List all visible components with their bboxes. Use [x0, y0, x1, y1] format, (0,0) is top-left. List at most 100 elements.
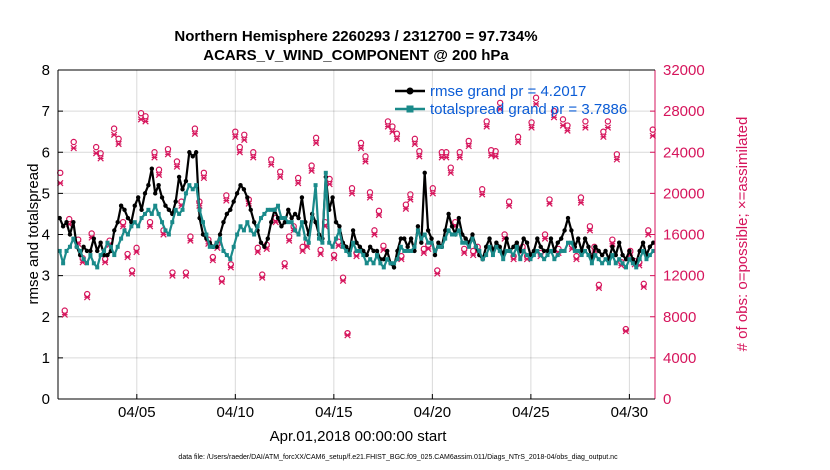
totalspread-point — [102, 248, 107, 253]
obs-assimilated-point — [416, 153, 423, 160]
rmse-point — [521, 236, 526, 241]
y-right-tick-label: 4000 — [663, 350, 696, 367]
totalspread-point — [139, 216, 144, 221]
obs-possible-point — [416, 148, 423, 155]
obs-assimilated-point — [110, 131, 118, 138]
obs-assimilated-point — [429, 190, 437, 197]
plot-area — [58, 70, 655, 399]
totalspread-point — [91, 261, 96, 266]
obs-assimilated-point — [223, 197, 230, 204]
rmse-point — [548, 236, 554, 241]
obs-possible-point — [380, 242, 387, 250]
y-left-tick-label: 1 — [42, 350, 50, 367]
rmse-point — [282, 219, 288, 225]
totalspread-point — [108, 244, 113, 249]
rmse-point — [623, 256, 629, 262]
totalspread-point — [156, 211, 161, 216]
rmse-point — [118, 203, 124, 208]
totalspread-point — [170, 220, 175, 225]
x-tick-label: 04/10 — [217, 404, 255, 421]
obs-assimilated-point — [550, 114, 558, 121]
rmse-point — [313, 219, 318, 225]
rmse-point — [139, 207, 144, 213]
rmse-point — [357, 244, 363, 250]
obs-assimilated-point — [209, 256, 217, 264]
x-tick-label: 04/15 — [315, 404, 353, 421]
obs-possible-point — [465, 137, 472, 145]
rmse-point — [67, 232, 73, 237]
obs-assimilated-point — [133, 248, 140, 256]
totalspread-point — [627, 257, 632, 262]
totalspread-point — [381, 265, 386, 270]
totalspread-point — [463, 240, 468, 245]
obs-assimilated-point — [308, 167, 315, 174]
totalspread-point — [572, 248, 577, 253]
totalspread-point — [67, 244, 72, 249]
obs-possible-point — [191, 125, 199, 132]
obs-assimilated-point — [362, 158, 369, 165]
rmse-point — [224, 211, 230, 217]
obs-assimilated-point — [371, 231, 378, 238]
totalspread-point — [252, 232, 257, 237]
totalspread-point — [98, 253, 103, 258]
obs-possible-point — [155, 166, 163, 173]
obs-possible-point — [151, 149, 158, 156]
rmse-point — [463, 236, 468, 241]
totalspread-point — [296, 232, 301, 237]
rmse-point — [156, 182, 161, 188]
rmse-point — [95, 248, 100, 254]
totalspread-point — [596, 257, 601, 262]
obs-assimilated-point — [600, 133, 607, 141]
obs-possible-point — [250, 149, 257, 156]
obs-possible-point — [429, 185, 437, 192]
totalspread-point — [603, 257, 608, 262]
y-right-tick-label: 12000 — [663, 268, 705, 285]
obs-possible-point — [200, 169, 208, 177]
totalspread-point — [173, 207, 178, 212]
rmse-point — [391, 265, 397, 270]
rmse-point — [289, 215, 294, 221]
rmse-point — [221, 219, 226, 225]
totalspread-point — [508, 248, 513, 253]
rmse-point — [541, 248, 547, 254]
totalspread-point — [620, 261, 625, 266]
totalspread-point — [347, 253, 352, 258]
obs-assimilated-point — [492, 153, 499, 160]
rmse-point — [146, 182, 151, 188]
totalspread-point — [265, 207, 270, 212]
totalspread-point — [579, 253, 584, 258]
obs-assimilated-point — [645, 231, 652, 238]
rmse-point — [279, 224, 284, 229]
obs-assimilated-point — [169, 272, 176, 279]
obs-assimilated-point — [402, 205, 410, 213]
totalspread-point — [422, 232, 427, 237]
totalspread-point — [282, 216, 287, 221]
totalspread-point — [112, 253, 117, 258]
y-right-tick-label: 24000 — [663, 144, 705, 161]
obs-possible-point — [223, 192, 230, 199]
rmse-point — [374, 248, 380, 254]
obs-assimilated-point — [187, 237, 194, 244]
rmse-point — [576, 236, 581, 241]
obs-assimilated-point — [317, 250, 324, 258]
obs-assimilated-point — [595, 284, 603, 292]
totalspread-point — [279, 216, 284, 221]
rmse-point — [262, 244, 267, 250]
rmse-point — [241, 187, 247, 192]
obs-possible-point — [348, 185, 356, 192]
obs-assimilated-point — [164, 151, 172, 158]
rmse-point — [200, 232, 206, 237]
obs-possible-point — [115, 135, 122, 143]
rmse-point — [367, 244, 373, 250]
obs-assimilated-point — [281, 263, 288, 270]
obs-assimilated-point — [586, 227, 594, 234]
rmse-point — [603, 248, 608, 254]
totalspread-point — [354, 248, 359, 253]
totalspread-point — [432, 248, 437, 253]
totalspread-point — [548, 248, 553, 253]
totalspread-point — [644, 257, 649, 262]
rmse-point — [190, 154, 195, 159]
totalspread-point — [593, 253, 598, 258]
totalspread-point — [480, 257, 485, 262]
rmse-point — [217, 232, 223, 237]
